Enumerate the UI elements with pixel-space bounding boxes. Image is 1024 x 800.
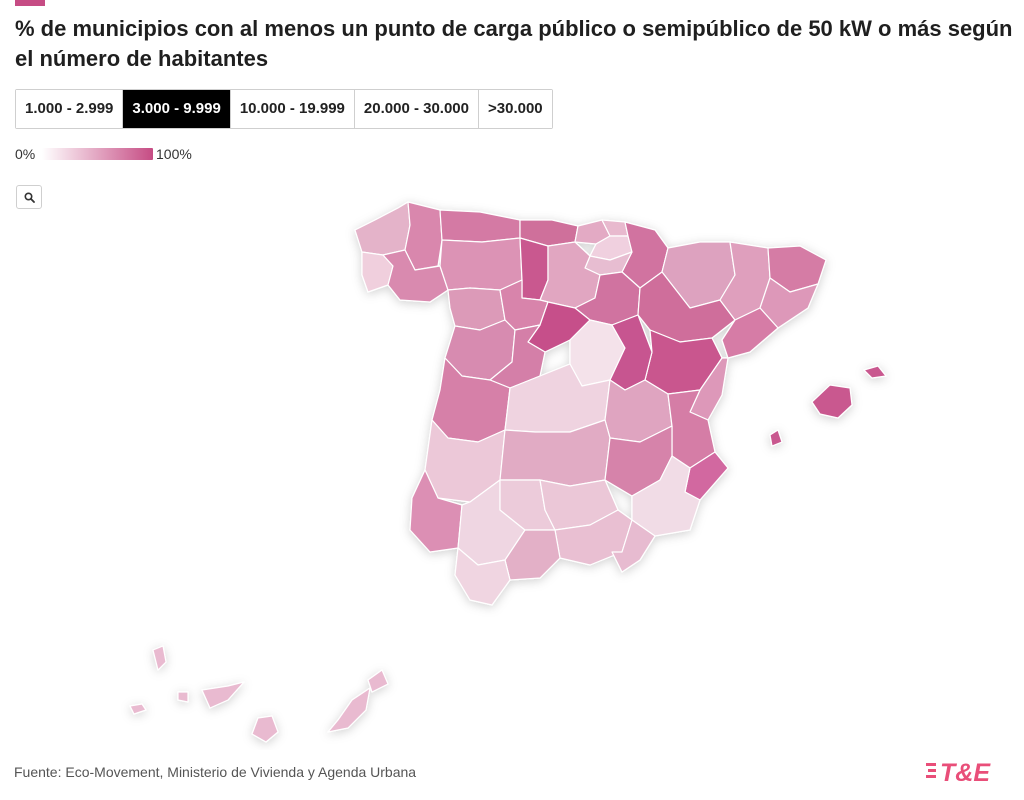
region-la-palma[interactable] xyxy=(152,645,167,671)
region-ibiza[interactable] xyxy=(769,429,783,447)
region-la-gomera[interactable] xyxy=(177,691,189,703)
chart-title: % de municipios con al menos un punto de… xyxy=(15,16,1013,71)
region-leon[interactable] xyxy=(439,237,523,291)
region-huelva[interactable] xyxy=(409,469,463,553)
region-el-hierro[interactable] xyxy=(129,703,147,715)
accent-bar xyxy=(15,0,45,6)
legend-min-label: 0% xyxy=(15,146,36,162)
region-cadiz[interactable] xyxy=(454,547,511,606)
region-zaragoza[interactable] xyxy=(637,271,736,343)
svg-text:T&E: T&E xyxy=(940,759,991,787)
region-tenerife[interactable] xyxy=(201,681,245,709)
region-tarragona[interactable] xyxy=(721,307,779,359)
search-icon xyxy=(24,192,35,203)
region-lanzarote[interactable] xyxy=(367,669,389,693)
tab-20000-30000[interactable]: 20.000 - 30.000 xyxy=(354,90,479,128)
tab-over-30000[interactable]: >30.000 xyxy=(479,90,552,128)
zoom-button[interactable] xyxy=(16,185,42,209)
region-mallorca[interactable] xyxy=(811,384,853,419)
te-logo[interactable]: T&E xyxy=(924,754,1016,788)
legend-max-label: 100% xyxy=(156,146,192,162)
region-almeria[interactable] xyxy=(611,519,656,573)
region-a-coruna[interactable] xyxy=(354,201,411,256)
region-murcia[interactable] xyxy=(631,455,701,537)
region-ourense[interactable] xyxy=(382,249,449,303)
tab-1000-2999[interactable]: 1.000 - 2.999 xyxy=(16,90,124,128)
population-tabs: 1.000 - 2.999 3.000 - 9.999 10.000 - 19.… xyxy=(15,89,553,129)
region-gran-canaria[interactable] xyxy=(251,715,279,743)
region-menorca[interactable] xyxy=(863,365,887,379)
te-logo-mark: T&E xyxy=(926,759,991,787)
legend-gradient xyxy=(42,148,153,160)
spain-province-map xyxy=(129,201,887,743)
source-note: Fuente: Eco-Movement, Ministerio de Vivi… xyxy=(14,764,417,780)
region-asturias[interactable] xyxy=(439,209,521,243)
tab-3000-9999[interactable]: 3.000 - 9.999 xyxy=(123,90,231,128)
region-fuerteventura[interactable] xyxy=(327,687,371,733)
tab-10000-19999[interactable]: 10.000 - 19.999 xyxy=(230,90,355,128)
region-burgos[interactable] xyxy=(539,241,601,309)
